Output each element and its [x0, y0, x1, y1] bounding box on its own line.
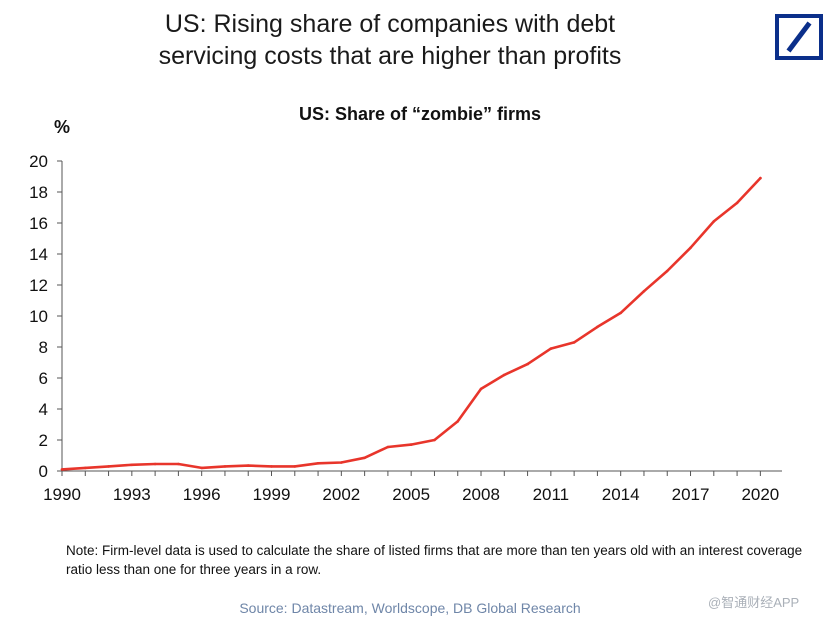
logo-slash-icon [786, 21, 812, 53]
line-chart: 0 2 4 6 8 10 12 14 16 18 20 1990 1993 1996 1999 2002 200… [29, 152, 782, 504]
x-tick-label: 2008 [462, 485, 500, 504]
y-tick-label: 20 [29, 152, 48, 171]
deutsche-bank-logo-icon [775, 14, 823, 60]
y-tick-label: 8 [39, 338, 48, 357]
data-point [735, 201, 739, 205]
y-tick-label: 10 [29, 307, 48, 326]
data-point [503, 373, 506, 377]
data-point [479, 387, 483, 391]
data-point [130, 463, 134, 467]
data-point [153, 462, 157, 466]
data-point [409, 443, 413, 446]
data-point [340, 461, 343, 464]
data-point [316, 462, 320, 465]
y-tick-label: 16 [29, 214, 48, 233]
watermark-text: @智通财经APP [708, 595, 800, 610]
x-tick-label: 2005 [392, 485, 430, 504]
data-point [107, 465, 110, 468]
data-point [549, 347, 553, 350]
data-point [572, 341, 576, 344]
x-tick-label: 2011 [533, 485, 570, 504]
data-point [526, 362, 529, 366]
data-point [223, 465, 227, 468]
x-tick-label: 2020 [741, 485, 779, 504]
data-point [246, 464, 250, 467]
data-point [433, 438, 436, 442]
series-line [60, 176, 762, 471]
y-tick-label: 14 [29, 245, 48, 264]
data-point [293, 465, 297, 468]
data-point [712, 220, 716, 223]
source-text: Source: Datastream, Worldscope, DB Globa… [239, 600, 581, 616]
x-tick-label: 2014 [602, 485, 640, 504]
data-point [363, 456, 366, 460]
y-tick-label: 12 [29, 276, 48, 295]
x-tick-label: 2017 [672, 485, 710, 504]
data-point [270, 465, 273, 468]
y-tick-label: 4 [39, 400, 48, 419]
headline-line-1: US: Rising share of companies with debt [164, 10, 616, 38]
data-point [689, 246, 692, 250]
x-tick-label: 1999 [253, 485, 291, 504]
chart-title: US: Share of “zombie” firms [298, 104, 542, 124]
data-point [642, 289, 646, 293]
data-point [84, 466, 87, 470]
y-axis-unit: % [54, 117, 71, 137]
headline-line-2: servicing costs that are higher than pro… [158, 42, 622, 70]
x-tick-label: 1990 [43, 485, 81, 504]
data-point [619, 311, 622, 315]
data-point [200, 466, 203, 470]
data-point [596, 325, 599, 329]
data-point [456, 420, 460, 423]
x-tick-label: 1993 [113, 485, 151, 504]
y-tick-label: 2 [39, 431, 48, 450]
x-tick-label: 2002 [322, 485, 360, 504]
data-point [759, 176, 762, 180]
y-tick-label: 18 [29, 183, 48, 202]
y-tick-label: 6 [39, 369, 48, 388]
footnote: Note: Firm-level data is used to calcula… [66, 543, 803, 577]
data-point [177, 462, 180, 466]
data-point [665, 269, 669, 273]
y-tick-label: 0 [39, 462, 48, 481]
data-point [386, 445, 390, 449]
x-tick-label: 1996 [183, 485, 221, 504]
headline: US: Rising share of companies with debt … [40, 8, 740, 72]
data-point [60, 468, 64, 471]
